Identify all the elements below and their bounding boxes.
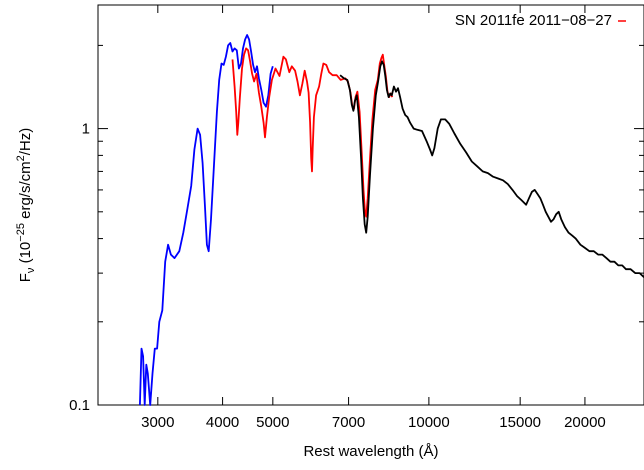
y-tick-label: 0.1	[69, 397, 90, 414]
x-tick-label: 3000	[141, 414, 174, 431]
series-line-1	[139, 34, 274, 406]
x-tick-label: 7000	[332, 414, 365, 431]
legend: SN 2011fe 2011−08−27	[455, 12, 626, 29]
series-line-3	[339, 60, 644, 278]
x-tick-label: 5000	[256, 414, 289, 431]
y-label-suffix: /Hz)	[17, 128, 34, 156]
series-layer	[139, 34, 644, 406]
x-tick-label: 20000	[564, 414, 606, 431]
y-label-sup2: 2	[15, 155, 27, 161]
legend-label: SN 2011fe 2011−08−27	[455, 12, 612, 29]
y-axis-label: Fν (10−25 erg/s/cm2/Hz)	[15, 128, 37, 283]
x-tick-label: 4000	[206, 414, 239, 431]
x-tick-label: 15000	[499, 414, 541, 431]
x-tick-label: 10000	[408, 414, 450, 431]
y-label-mid2: erg/s/cm	[17, 161, 34, 223]
y-label-prefix: F	[17, 273, 34, 282]
plot-frame	[97, 4, 644, 406]
x-axis-label: Rest wavelength (Å)	[303, 443, 438, 460]
ticks-layer: 3000 4000 5000 7000 10000 15000 20000 0.1 1	[69, 5, 644, 431]
y-label-mid: (10	[17, 242, 34, 268]
series-line-2	[231, 47, 394, 218]
y-tick-label: 1	[82, 121, 90, 138]
y-label-sup1: −25	[15, 223, 27, 242]
y-label-sub: ν	[25, 267, 37, 273]
